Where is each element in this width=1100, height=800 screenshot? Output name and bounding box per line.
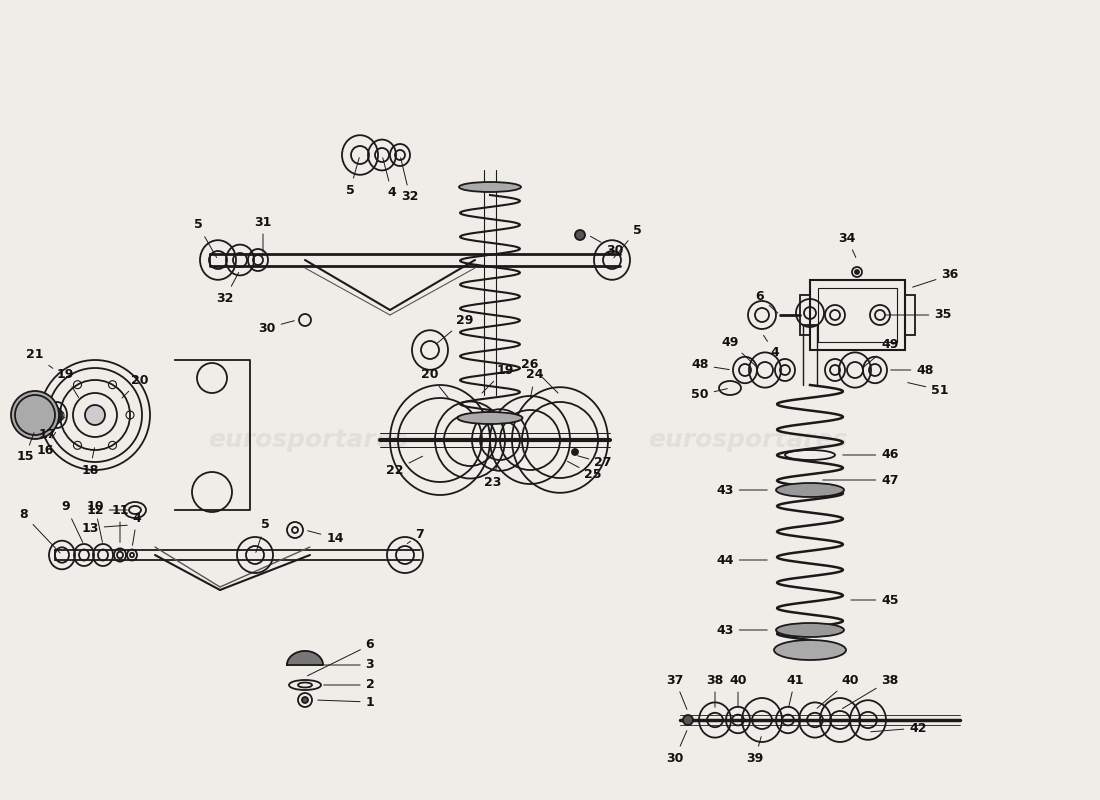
Text: 4: 4 — [763, 335, 780, 359]
Text: 32: 32 — [217, 273, 239, 305]
Text: 10: 10 — [86, 501, 103, 542]
Text: 51: 51 — [908, 382, 948, 397]
Ellipse shape — [459, 182, 521, 192]
Text: 43: 43 — [716, 483, 767, 497]
Text: 6: 6 — [308, 638, 374, 676]
Text: eurosportares: eurosportares — [208, 428, 408, 452]
Circle shape — [85, 405, 104, 425]
Text: 30: 30 — [667, 730, 686, 765]
Ellipse shape — [458, 412, 522, 424]
Text: 18: 18 — [81, 448, 99, 477]
Text: 46: 46 — [843, 449, 899, 462]
Text: 37: 37 — [667, 674, 688, 710]
Text: 20: 20 — [122, 374, 149, 398]
Text: 21: 21 — [26, 349, 53, 368]
Bar — [810, 280, 905, 350]
Text: 8: 8 — [20, 509, 60, 553]
Circle shape — [575, 230, 585, 240]
Text: 27: 27 — [578, 456, 612, 470]
Text: 14: 14 — [308, 530, 343, 545]
Text: 38: 38 — [843, 674, 899, 709]
Text: 43: 43 — [716, 623, 767, 637]
Text: 26: 26 — [521, 358, 558, 393]
Text: 22: 22 — [386, 456, 422, 477]
Text: 5: 5 — [345, 158, 360, 197]
Text: 31: 31 — [254, 215, 272, 252]
Text: 6: 6 — [756, 290, 778, 313]
Text: 23: 23 — [484, 462, 502, 489]
Text: 40: 40 — [817, 674, 859, 708]
Text: 5: 5 — [614, 223, 641, 258]
Text: 24: 24 — [526, 369, 543, 398]
Text: 15: 15 — [16, 433, 34, 463]
Text: 7: 7 — [407, 529, 425, 543]
Circle shape — [572, 449, 578, 455]
Text: eurosportares: eurosportares — [648, 428, 848, 452]
Text: 41: 41 — [786, 674, 804, 707]
Text: 12: 12 — [86, 503, 128, 517]
Text: 39: 39 — [747, 737, 763, 765]
Text: 13: 13 — [81, 522, 128, 534]
Text: 5: 5 — [256, 518, 270, 552]
Text: 1: 1 — [318, 695, 374, 709]
Polygon shape — [287, 651, 323, 665]
Text: 17: 17 — [39, 417, 65, 442]
Text: 19: 19 — [56, 369, 78, 398]
Text: 49: 49 — [722, 335, 758, 368]
Text: 29: 29 — [437, 314, 474, 343]
Text: 25: 25 — [568, 462, 602, 482]
Text: 20: 20 — [421, 369, 449, 398]
Text: 44: 44 — [716, 554, 767, 566]
Bar — [818, 288, 896, 342]
Circle shape — [855, 270, 859, 274]
Text: 48: 48 — [691, 358, 729, 371]
Text: 5: 5 — [194, 218, 217, 258]
Text: 45: 45 — [850, 594, 899, 606]
Text: 40: 40 — [729, 674, 747, 707]
Circle shape — [302, 697, 308, 703]
Text: 36: 36 — [913, 269, 958, 287]
Text: 48: 48 — [891, 363, 934, 377]
Ellipse shape — [776, 483, 844, 497]
Text: 4: 4 — [383, 158, 396, 199]
Ellipse shape — [774, 640, 846, 660]
Text: 16: 16 — [36, 432, 56, 457]
Text: 50: 50 — [691, 389, 727, 402]
Text: 11: 11 — [111, 503, 129, 542]
Text: 49: 49 — [862, 338, 899, 368]
Bar — [905, 295, 915, 335]
Ellipse shape — [776, 623, 844, 637]
Text: 9: 9 — [62, 501, 82, 542]
Circle shape — [11, 391, 59, 439]
Text: 3: 3 — [318, 658, 374, 671]
Text: 30: 30 — [258, 321, 295, 334]
Text: 34: 34 — [838, 231, 856, 258]
Text: 30: 30 — [591, 236, 624, 257]
Text: 4: 4 — [132, 511, 142, 546]
Text: 32: 32 — [400, 158, 419, 203]
Circle shape — [683, 715, 693, 725]
Text: 19: 19 — [482, 363, 514, 393]
Bar — [800, 295, 810, 335]
Text: 42: 42 — [871, 722, 926, 734]
Text: 35: 35 — [886, 309, 952, 322]
Text: 2: 2 — [323, 678, 374, 691]
Text: 38: 38 — [706, 674, 724, 707]
Text: 47: 47 — [823, 474, 899, 486]
